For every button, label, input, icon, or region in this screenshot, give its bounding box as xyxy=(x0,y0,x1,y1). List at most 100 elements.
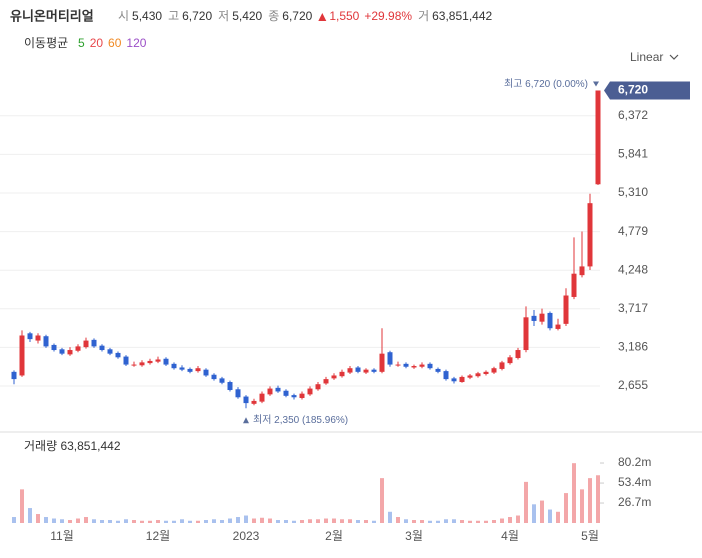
candle-body xyxy=(43,336,49,347)
ma-period: 5 xyxy=(78,36,85,50)
candle-body xyxy=(483,371,489,375)
volume-bar xyxy=(380,478,384,523)
volume-bar xyxy=(284,520,288,523)
header-value: 5,430 xyxy=(132,9,162,23)
candle-body xyxy=(475,373,481,377)
price-tag xyxy=(604,81,690,100)
volume-bar xyxy=(108,520,112,523)
volume-bar xyxy=(348,519,352,523)
y-tick-label: 5,841 xyxy=(618,147,648,161)
volume-bar xyxy=(316,519,320,523)
candle-body xyxy=(299,393,305,399)
ma-label: 이동평균 xyxy=(24,36,68,50)
candle-body xyxy=(75,346,81,351)
header-value: 5,420 xyxy=(232,9,262,23)
volume-bar xyxy=(564,493,568,523)
x-tick-label: 2월 xyxy=(325,529,343,543)
candle-body xyxy=(291,395,297,398)
volume-bar xyxy=(180,519,184,523)
up-arrow xyxy=(318,13,327,21)
candle-body xyxy=(395,364,401,366)
volume-bar xyxy=(228,518,232,523)
volume-bar xyxy=(276,520,280,523)
y-tick-label: 4,248 xyxy=(618,262,648,276)
low-note: 최저 2,350 (185.96%) xyxy=(253,414,348,426)
volume-bar xyxy=(332,518,336,523)
volume-bar xyxy=(164,520,168,523)
header-label: 종 xyxy=(268,9,279,23)
candle-body xyxy=(107,349,113,354)
candle-body xyxy=(59,349,65,354)
volume-bar xyxy=(460,520,464,523)
y-tick-label: 3,186 xyxy=(618,340,648,354)
candle-body xyxy=(435,368,441,372)
candle-body xyxy=(67,350,73,355)
volume-bar xyxy=(188,520,192,523)
candle-body xyxy=(515,350,521,359)
volume-bar xyxy=(556,511,560,523)
volume-bar xyxy=(468,520,472,523)
volume-bar xyxy=(300,520,304,523)
candle-body xyxy=(11,371,17,380)
candle-body xyxy=(579,266,585,276)
volume-bar xyxy=(116,520,120,523)
volume-bar xyxy=(516,515,520,523)
volume-bar xyxy=(36,514,40,523)
volume-bar xyxy=(268,518,272,523)
volume-bar xyxy=(372,520,376,523)
volume-bar xyxy=(308,519,312,523)
header-label: 저 xyxy=(218,9,229,23)
candle-body xyxy=(315,384,321,390)
volume-bar xyxy=(140,520,144,523)
volume-bar xyxy=(500,518,504,523)
candle-body xyxy=(387,352,393,365)
volume-bar xyxy=(132,520,136,523)
candle-body xyxy=(251,400,257,404)
candle-body xyxy=(539,313,545,322)
volume-title: 거래량 63,851,442 xyxy=(24,439,121,453)
header-label: 시 xyxy=(118,9,129,23)
ma-period: 20 xyxy=(90,36,104,50)
volume-bar xyxy=(588,478,592,523)
volume-bar xyxy=(476,520,480,523)
candle-body xyxy=(563,295,569,324)
volume-bar xyxy=(404,519,408,523)
volume-bar xyxy=(76,518,80,523)
volume-bar xyxy=(52,518,56,523)
scale-toggle[interactable]: Linear xyxy=(630,50,663,64)
price-tag-label: 6,720 xyxy=(618,83,648,97)
candle-body xyxy=(155,359,161,362)
volume-bar xyxy=(244,515,248,523)
volume-bar xyxy=(356,520,360,523)
low-marker xyxy=(243,417,249,424)
candle-body xyxy=(459,376,465,383)
candle-body xyxy=(195,368,201,372)
header-value: 63,851,442 xyxy=(432,9,492,23)
change-pct: +29.98% xyxy=(364,9,412,23)
volume-bar xyxy=(492,520,496,523)
dropdown-icon[interactable] xyxy=(669,54,679,60)
candle-body xyxy=(411,366,417,368)
candle-body xyxy=(427,363,433,369)
y-tick-label: 5,310 xyxy=(618,185,648,199)
candle-body xyxy=(163,358,169,365)
candle-body xyxy=(203,369,209,376)
volume-bar xyxy=(524,481,528,523)
volume-bar xyxy=(28,508,32,523)
candle-body xyxy=(523,317,529,351)
candle-body xyxy=(419,364,425,367)
volume-bar xyxy=(252,518,256,523)
volume-bar xyxy=(532,504,536,523)
volume-tick-label: 26.7m xyxy=(618,495,651,509)
volume-bar xyxy=(20,489,24,523)
candle-body xyxy=(371,369,377,372)
candle-body xyxy=(179,367,185,370)
volume-bar xyxy=(44,517,48,523)
candle-body xyxy=(211,374,217,380)
candle-body xyxy=(531,315,537,321)
volume-bar xyxy=(156,520,160,523)
volume-bar xyxy=(172,520,176,523)
candle-body xyxy=(235,389,241,398)
volume-bar xyxy=(364,520,368,523)
volume-bar xyxy=(204,520,208,523)
